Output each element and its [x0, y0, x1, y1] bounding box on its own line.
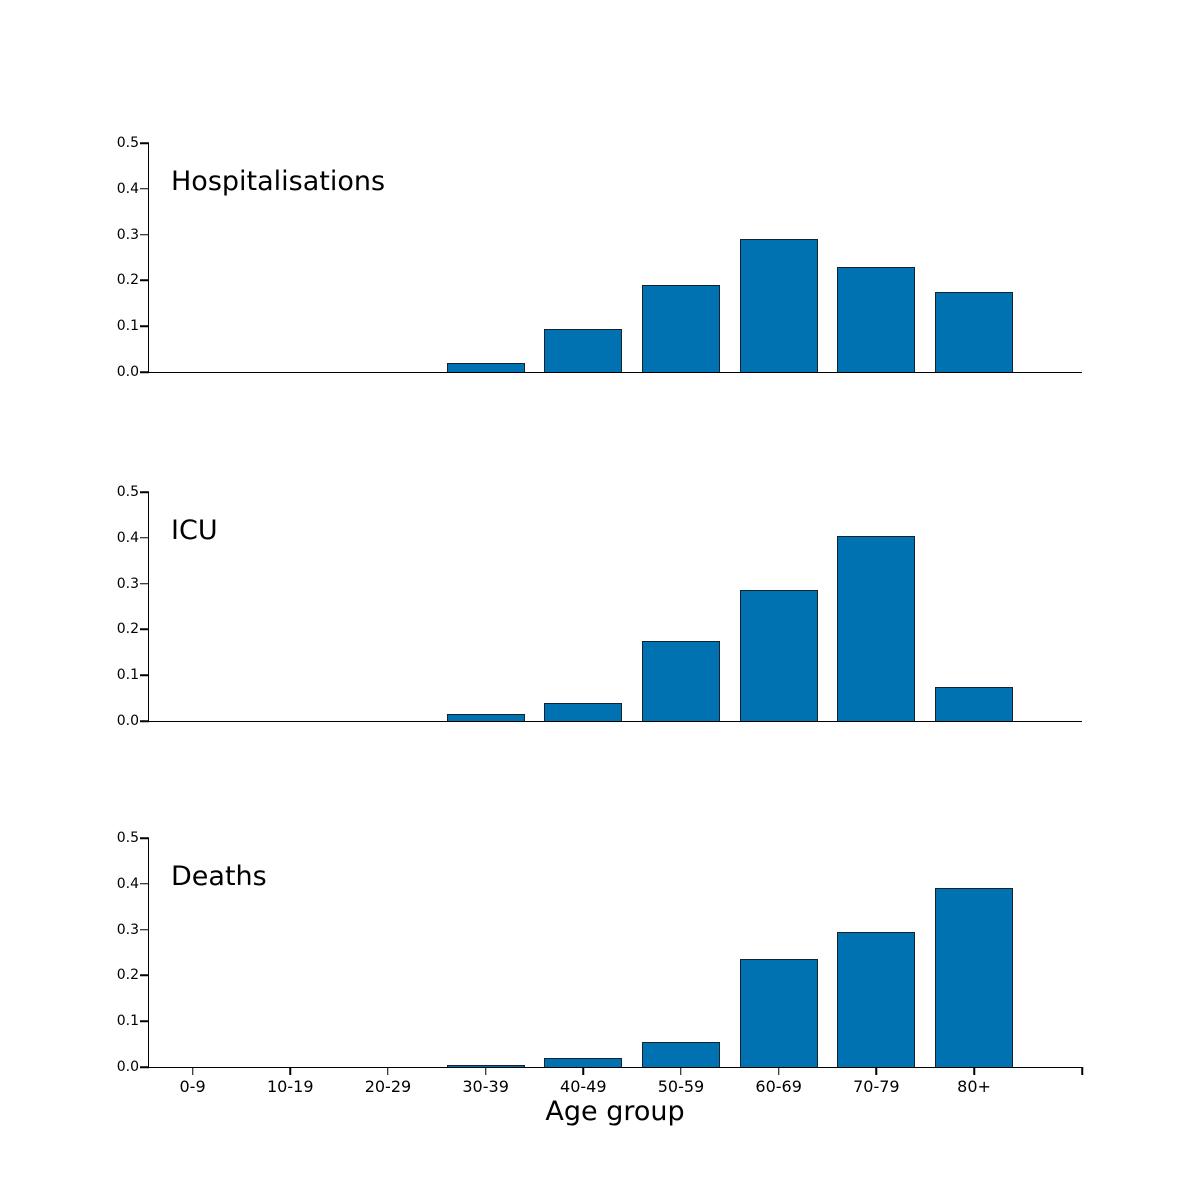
x-axis-label: Age group [545, 1096, 685, 1127]
y-tick-0.4 [140, 188, 149, 190]
y-tick-0.0 [140, 371, 149, 373]
y-tick-0.3 [140, 233, 149, 236]
x-tick-label-40-49: 40-49 [560, 1077, 607, 1096]
x-tick-axis-end [1081, 1067, 1083, 1075]
y-tick-label-0.3: 0.3 [116, 575, 139, 592]
x-tick-10-19 [289, 1067, 291, 1075]
x-tick-0-9 [191, 1067, 194, 1075]
bar-icu-40-49 [544, 702, 623, 721]
bar-hospitalisations-30-39 [446, 362, 525, 372]
subplot-title-deaths: Deaths [171, 861, 267, 892]
bar-deaths-80+ [935, 888, 1013, 1067]
y-tick-0.3 [140, 928, 149, 931]
y-tick-label-0.0: 0.0 [116, 1059, 139, 1075]
x-tick-label-70-79: 70-79 [853, 1077, 900, 1096]
y-tick-label-0.5: 0.5 [116, 135, 139, 151]
y-tick-0.1 [140, 674, 149, 676]
bar-hospitalisations-40-49 [544, 328, 623, 372]
bar-hospitalisations-60-69 [739, 239, 818, 372]
y-tick-label-0.1: 0.1 [116, 667, 139, 684]
y-tick-label-0.3: 0.3 [116, 226, 139, 243]
x-tick-20-29 [387, 1067, 389, 1075]
x-tick-label-60-69: 60-69 [755, 1077, 802, 1096]
bar-icu-30-39 [446, 714, 525, 721]
x-tick-label-0-9: 0-9 [179, 1077, 206, 1096]
y-tick-label-0.5: 0.5 [116, 484, 139, 500]
y-tick-label-0.4: 0.4 [116, 875, 139, 892]
bar-hospitalisations-70-79 [837, 266, 916, 372]
x-tick-80+ [973, 1067, 975, 1075]
bar-hospitalisations-50-59 [642, 284, 720, 372]
bar-icu-80+ [935, 686, 1013, 721]
x-tick-30-39 [484, 1067, 487, 1075]
bar-deaths-30-39 [446, 1064, 525, 1067]
x-tick-label-80+: 80+ [957, 1077, 991, 1096]
y-tick-0.5 [140, 491, 149, 493]
y-tick-label-0.2: 0.2 [116, 967, 139, 984]
y-tick-label-0.4: 0.4 [116, 529, 139, 546]
subplot-deaths: Deaths 0.0 0.1 0.2 0.3 0.4 0.5 0-9 10-19 20-29 30… [117, 831, 1083, 1095]
bar-icu-70-79 [837, 535, 916, 721]
x-tick-40-49 [582, 1067, 585, 1075]
y-tick-0.2 [140, 628, 149, 631]
bar-icu-50-59 [642, 640, 720, 721]
x-tick-label-20-29: 20-29 [364, 1077, 412, 1096]
y-tick-label-0.4: 0.4 [116, 180, 139, 197]
subplot-hospitalisations: Hospitalisations 0.0 0.1 0.2 0.3 0.4 0.5 [117, 136, 1082, 379]
y-tick-label-0.1: 0.1 [116, 1013, 139, 1030]
x-tick-label-50-59: 50-59 [657, 1077, 705, 1096]
x-tick-60-69 [777, 1067, 780, 1075]
y-tick-0.2 [140, 974, 149, 977]
y-tick-label-0.2: 0.2 [116, 621, 139, 638]
y-tick-0.5 [140, 142, 149, 144]
subplot-title-hospitalisations: Hospitalisations [171, 166, 386, 197]
bar-deaths-60-69 [739, 959, 818, 1067]
y-tick-label-0.5: 0.5 [116, 830, 139, 846]
subplot-icu: ICU 0.0 0.1 0.2 0.3 0.4 0.5 [117, 485, 1082, 728]
x-tick-label-10-19: 10-19 [267, 1077, 314, 1096]
bar-hospitalisations-80+ [935, 291, 1013, 372]
y-tick-0.3 [140, 582, 149, 585]
y-tick-0.1 [140, 1020, 149, 1022]
y-tick-0.4 [140, 883, 149, 885]
y-tick-label-0.3: 0.3 [116, 921, 139, 938]
y-tick-label-0.1: 0.1 [116, 318, 139, 335]
x-tick-50-59 [680, 1067, 682, 1075]
bar-deaths-70-79 [837, 931, 916, 1067]
bar-icu-60-69 [739, 590, 818, 721]
bar-deaths-50-59 [642, 1041, 720, 1067]
y-tick-label-0.2: 0.2 [116, 272, 139, 289]
y-tick-0.5 [140, 837, 149, 839]
y-tick-0.1 [140, 325, 149, 327]
subplot-title-icu: ICU [171, 515, 218, 546]
x-tick-label-30-39: 30-39 [462, 1077, 509, 1096]
y-tick-0.4 [140, 537, 149, 539]
y-tick-0.0 [140, 1066, 149, 1068]
y-tick-0.2 [140, 279, 149, 282]
x-tick-70-79 [875, 1067, 878, 1075]
y-tick-0.0 [140, 720, 149, 722]
y-tick-label-0.0: 0.0 [116, 364, 139, 380]
bar-deaths-40-49 [544, 1057, 623, 1067]
y-tick-label-0.0: 0.0 [116, 713, 139, 729]
